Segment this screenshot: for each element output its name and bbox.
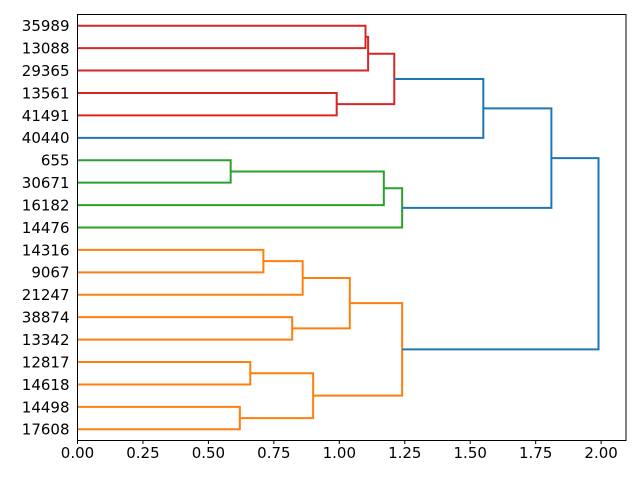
dendrogram-link-M12 — [292, 276, 351, 330]
dendrogram-link-M2 — [77, 91, 338, 117]
leaf-label: 14618 — [22, 376, 70, 394]
x-tick-label: 1.50 — [454, 444, 487, 462]
dendrogram-link-M10 — [77, 260, 304, 296]
x-tick-label: 1.25 — [388, 444, 421, 462]
dendrogram-link-M3 — [336, 52, 396, 106]
dendrogram-link-M0 — [77, 24, 367, 50]
x-tick-label: 0.25 — [126, 444, 159, 462]
dendrogram-link-M14 — [77, 405, 241, 431]
leaf-label: 14476 — [22, 219, 70, 237]
leaf-label: 13088 — [22, 40, 70, 58]
leaf-label: 41491 — [22, 107, 70, 125]
leaf-label: 17608 — [22, 421, 70, 439]
dendrogram-link-M4 — [77, 77, 485, 139]
x-tick-label: 0.00 — [61, 444, 94, 462]
leaf-label: 38874 — [22, 309, 70, 327]
dendrogram-link-M16 — [313, 302, 404, 397]
axes-frame — [77, 14, 627, 441]
leaf-label: 21247 — [22, 286, 70, 304]
leaf-label: 14316 — [22, 241, 70, 259]
leaf-label: 35989 — [22, 17, 70, 35]
dendrogram-link-M17 — [402, 157, 600, 351]
dendrogram-link-M9 — [77, 248, 265, 274]
dendrogram-link-M8 — [402, 107, 553, 209]
leaf-label: 655 — [41, 152, 70, 170]
x-tick-label: 0.75 — [257, 444, 290, 462]
dendrogram-link-M1 — [77, 35, 370, 72]
leaf-label: 12817 — [22, 353, 70, 371]
leaf-label: 30671 — [22, 174, 70, 192]
x-tick-label: 1.75 — [519, 444, 552, 462]
leaf-label: 9067 — [31, 264, 69, 282]
leaf-label: 29365 — [22, 62, 70, 80]
dendrogram-link-M13 — [77, 361, 252, 386]
dendrogram-link-M7 — [77, 187, 404, 229]
dendrogram-link-M5 — [77, 159, 232, 184]
dendrogram-link-M11 — [77, 316, 294, 341]
x-tick-label: 0.50 — [192, 444, 225, 462]
leaf-label: 13561 — [22, 84, 70, 102]
x-tick-label: 2.00 — [584, 444, 617, 462]
leaf-label: 16182 — [22, 196, 70, 214]
x-tick-label: 1.00 — [323, 444, 356, 462]
leaf-label: 14498 — [22, 398, 70, 416]
leaf-label: 40440 — [22, 129, 70, 147]
leaf-label: 13342 — [22, 331, 70, 349]
